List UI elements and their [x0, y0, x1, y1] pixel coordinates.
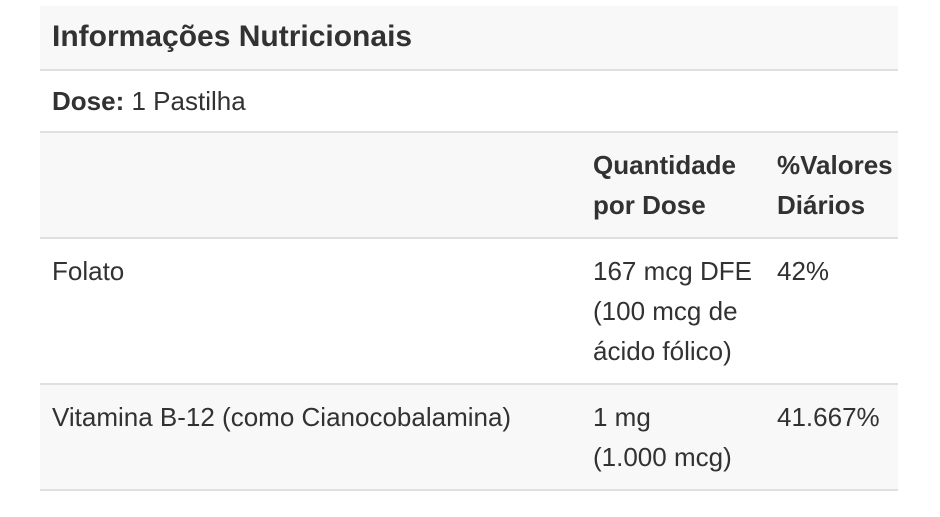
- nutrient-daily-value: 42%: [777, 256, 830, 286]
- dose-value: 1 Pastilha: [131, 86, 246, 116]
- nutrient-amount-note: (100 mcg de ácido fólico): [593, 296, 738, 366]
- table-header-row: Quantidade por Dose %Valores Diários: [40, 133, 898, 238]
- nutrient-name: Folato: [52, 256, 125, 286]
- table-row-vitamina-b12: Vitamina B-12 (como Cianocobalamina) 1 m…: [40, 384, 898, 490]
- dose-row: Dose: 1 Pastilha: [40, 71, 898, 133]
- column-header-amount-per-dose: Quantidade por Dose: [581, 133, 765, 238]
- table-row-folato: Folato 167 mcg DFE (100 mcg de ácido fól…: [40, 238, 898, 384]
- nutrition-table: Quantidade por Dose %Valores Diários Fol…: [40, 133, 898, 491]
- column-header-daily-values-label: %Valores Diários: [777, 150, 893, 220]
- column-header-amount-label: Quantidade por Dose: [593, 150, 737, 220]
- dose-label: Dose:: [52, 86, 125, 116]
- nutrient-amount: 167 mcg DFE: [593, 256, 752, 286]
- panel-title: Informações Nutricionais: [40, 6, 898, 71]
- nutrient-amount-cell: 1 mg (1.000 mcg): [581, 384, 765, 490]
- nutrient-daily-value: 41.667%: [777, 402, 880, 432]
- nutrition-facts-panel: Informações Nutricionais Dose: 1 Pastilh…: [40, 6, 898, 491]
- nutrient-amount-cell: 167 mcg DFE (100 mcg de ácido fólico): [581, 238, 765, 384]
- nutrient-amount-note: (1.000 mcg): [593, 442, 732, 472]
- column-header-daily-values: %Valores Diários: [765, 133, 898, 238]
- nutrient-amount: 1 mg: [593, 402, 651, 432]
- column-header-nutrient: [40, 133, 581, 238]
- nutrient-name: Vitamina B-12 (como Cianocobalamina): [52, 402, 512, 432]
